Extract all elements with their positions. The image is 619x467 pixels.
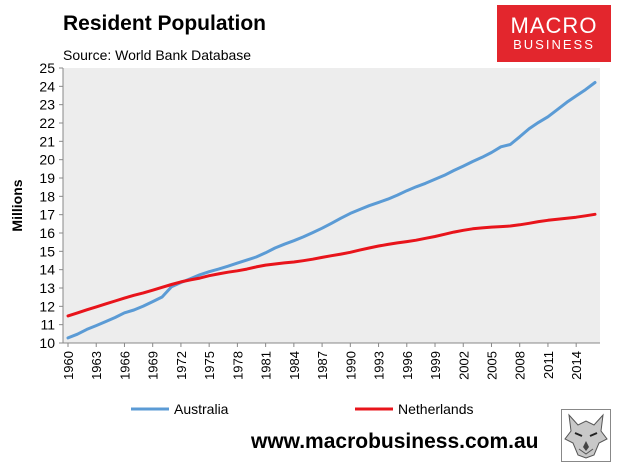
x-tick-label: 1987	[315, 351, 330, 380]
y-tick-label: 25	[39, 60, 55, 76]
y-tick-label: 11	[40, 317, 55, 333]
y-tick-label: 12	[39, 298, 55, 314]
y-tick-label: 13	[39, 280, 55, 296]
x-tick-label: 1990	[343, 351, 358, 380]
y-tick-label: 23	[39, 97, 55, 113]
x-tick-label: 1966	[117, 351, 132, 380]
legend: Australia Netherlands	[131, 401, 474, 417]
legend-item-netherlands: Netherlands	[355, 401, 474, 417]
website-url[interactable]: www.macrobusiness.com.au	[251, 430, 539, 453]
macrobusiness-logo[interactable]: MACRO BUSINESS	[497, 5, 611, 62]
x-tick-label: 1999	[428, 351, 443, 380]
x-tick-label: 2005	[484, 351, 499, 380]
x-tick-label: 2008	[513, 351, 528, 380]
plot-area	[63, 68, 600, 343]
y-tick-label: 21	[39, 133, 55, 149]
series-line-australia	[66, 81, 597, 340]
x-axis: 1960 1963 1966 1969 1972 1975 1978 1981 1984 1987…	[61, 342, 600, 380]
logo-line-2: BUSINESS	[513, 37, 595, 52]
x-tick-label: 1960	[61, 351, 76, 380]
logo-line-1: MACRO	[510, 13, 598, 38]
x-tick-label: 1984	[287, 351, 302, 380]
series-line-netherlands	[66, 212, 597, 318]
y-tick-label: 18	[39, 188, 55, 204]
x-tick-label: 1963	[89, 351, 104, 380]
legend-label: Netherlands	[398, 401, 474, 417]
y-tick-label: 19	[39, 170, 55, 186]
chart-subtitle: Source: World Bank Database	[63, 47, 252, 63]
y-tick-label: 14	[39, 262, 55, 278]
y-tick-label: 15	[39, 243, 55, 259]
x-tick-label: 1969	[146, 351, 161, 380]
y-tick-label: 10	[39, 335, 55, 351]
x-tick-label: 2014	[569, 351, 584, 380]
x-tick-label: 2002	[456, 351, 471, 380]
y-tick-label: 22	[39, 115, 55, 131]
legend-label: Australia	[174, 401, 229, 417]
legend-item-australia: Australia	[131, 401, 229, 417]
y-tick-label: 16	[39, 225, 55, 241]
wolf-logo-icon	[561, 409, 611, 462]
series-lines	[66, 81, 597, 340]
x-tick-label: 1981	[259, 351, 274, 380]
y-tick-label: 17	[39, 207, 55, 223]
y-tick-label: 20	[39, 152, 55, 168]
x-tick-label: 1993	[372, 351, 387, 380]
chart-title: Resident Population	[63, 12, 267, 35]
y-axis: 10 11 12 13 14 15 16 17 18 19 20 21 22 23 24 25	[39, 60, 64, 351]
x-tick-label: 1972	[174, 351, 189, 380]
x-tick-label: 1975	[202, 351, 217, 380]
x-tick-label: 1996	[400, 351, 415, 380]
x-tick-label: 1978	[230, 351, 245, 380]
x-tick-label: 2011	[541, 351, 556, 379]
y-axis-label: Millions	[9, 179, 25, 231]
y-tick-label: 24	[39, 78, 55, 94]
